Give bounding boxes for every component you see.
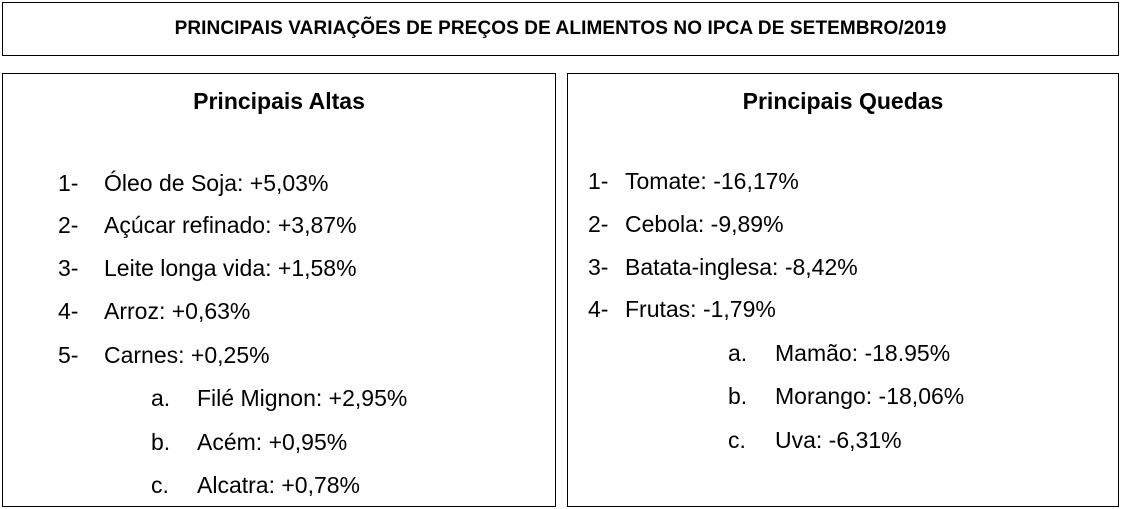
list-item-label: Arroz: +0,63% [104,298,251,324]
list-marker: 1- [58,170,79,196]
sub-list-item-label: Filé Mignon: +2,95% [197,385,408,411]
quedas-panel: Principais Quedas 1- Tomate: -16,17% 2- … [567,73,1119,507]
list-item-label: Leite longa vida: +1,58% [104,255,357,281]
list-item-label: Carnes: +0,25% [104,342,270,368]
sub-list-marker: a. [151,385,171,411]
list-item-label: Cebola: -9,89% [625,211,784,237]
sub-list-item-label: Uva: -6,31% [775,427,902,453]
list-marker: 5- [58,342,79,368]
list-marker: 2- [58,212,79,238]
list-marker: 3- [588,254,609,280]
list-marker: 4- [58,298,79,324]
list-item-label: Açúcar refinado: +3,87% [104,212,357,238]
altas-heading: Principais Altas [193,88,365,114]
list-item-label: Batata-inglesa: -8,42% [625,254,858,280]
list-marker: 2- [588,211,609,237]
title-box: PRINCIPAIS VARIAÇÕES DE PREÇOS DE ALIMEN… [2,2,1119,56]
sub-list-marker: b. [728,383,748,409]
list-marker: 4- [588,296,609,322]
sub-list-item-label: Mamão: -18.95% [775,340,951,366]
quedas-heading: Principais Quedas [742,88,944,114]
sub-list-marker: a. [728,340,748,366]
altas-panel: Principais Altas 1- Óleo de Soja: +5,03%… [2,73,556,507]
sub-list-item-label: Acém: +0,95% [197,429,348,455]
sub-list-marker: c. [151,472,169,498]
list-marker: 3- [58,255,79,281]
list-item-label: Óleo de Soja: +5,03% [104,170,329,196]
list-item-label: Tomate: -16,17% [625,168,799,194]
list-marker: 1- [588,168,609,194]
list-item-label: Frutas: -1,79% [625,296,776,322]
sub-list-item-label: Morango: -18,06% [775,383,965,409]
sub-list-item-label: Alcatra: +0,78% [197,472,361,498]
page-title: PRINCIPAIS VARIAÇÕES DE PREÇOS DE ALIMEN… [174,18,947,39]
sub-list-marker: b. [151,429,171,455]
sub-list-marker: c. [728,427,746,453]
